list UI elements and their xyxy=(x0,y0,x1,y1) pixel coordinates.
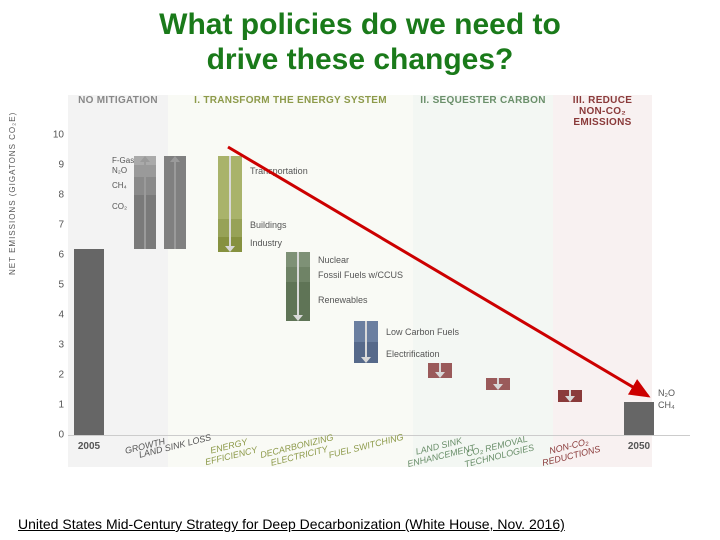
category-label: Nuclear xyxy=(318,255,349,265)
category-label: Electrification xyxy=(386,349,440,359)
segment xyxy=(558,390,582,402)
ytick-8: 8 xyxy=(48,190,64,201)
segment xyxy=(134,156,156,165)
segment xyxy=(354,342,378,363)
ytick-7: 7 xyxy=(48,220,64,231)
slide: What policies do we need to drive these … xyxy=(0,0,720,540)
ytick-5: 5 xyxy=(48,280,64,291)
category-label: Industry xyxy=(250,238,282,248)
slide-title: What policies do we need to drive these … xyxy=(0,8,720,77)
ytick-4: 4 xyxy=(48,310,64,321)
ytick-2: 2 xyxy=(48,370,64,381)
segment xyxy=(164,156,186,249)
segment xyxy=(486,378,510,390)
region-header-energy: I. TRANSFORM THE ENERGY SYSTEM xyxy=(168,95,413,106)
ytick-0: 0 xyxy=(48,430,64,441)
decarbonization-chart: NO MITIGATIONI. TRANSFORM THE ENERGY SYS… xyxy=(30,95,690,495)
segment xyxy=(74,249,104,435)
category-label: Renewables xyxy=(318,295,368,305)
ytick-6: 6 xyxy=(48,250,64,261)
segment xyxy=(354,321,378,342)
ytick-10: 10 xyxy=(48,130,64,141)
segment xyxy=(624,402,654,435)
ytick-1: 1 xyxy=(48,400,64,411)
segment xyxy=(218,219,242,237)
stack-label: N₂O xyxy=(112,166,127,175)
title-line-1: What policies do we need to xyxy=(159,8,561,41)
xlabel-2050: 2050 xyxy=(599,441,679,452)
segment xyxy=(134,165,156,177)
category-label: Buildings xyxy=(250,220,287,230)
source-citation: United States Mid-Century Strategy for D… xyxy=(18,516,565,532)
ytick-3: 3 xyxy=(48,340,64,351)
plot-area: N₂OCH₄F-GasN₂OCH₄CO₂TransportationBuildi… xyxy=(68,135,690,436)
side-label: N₂O xyxy=(658,388,675,398)
stack-label: CH₄ xyxy=(112,181,127,190)
segment xyxy=(134,177,156,195)
segment xyxy=(428,363,452,378)
segment xyxy=(286,267,310,282)
segment xyxy=(218,237,242,252)
y-axis-label: NET EMISSIONS (GIGATONS CO₂E) xyxy=(8,112,17,275)
region-header-seq: II. SEQUESTER CARBON xyxy=(413,95,553,106)
segment xyxy=(218,156,242,219)
region-header-nonco2: III. REDUCENON-CO₂EMISSIONS xyxy=(553,95,652,128)
category-label: Transportation xyxy=(250,166,308,176)
category-label: Low Carbon Fuels xyxy=(386,327,459,337)
category-label: Fossil Fuels w/CCUS xyxy=(318,270,403,280)
region-header-nomit: NO MITIGATION xyxy=(68,95,168,106)
side-label: CH₄ xyxy=(658,400,675,410)
segment xyxy=(134,195,156,249)
stack-label: F-Gas xyxy=(112,156,134,165)
title-line-2: drive these changes? xyxy=(207,43,514,76)
segment xyxy=(286,282,310,321)
segment xyxy=(286,252,310,267)
ytick-9: 9 xyxy=(48,160,64,171)
stack-label: CO₂ xyxy=(112,202,127,211)
